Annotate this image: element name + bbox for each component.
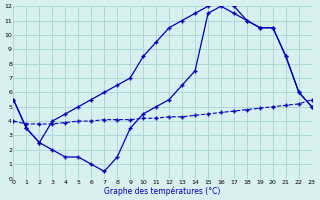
X-axis label: Graphe des températures (°C): Graphe des températures (°C) [104,186,221,196]
